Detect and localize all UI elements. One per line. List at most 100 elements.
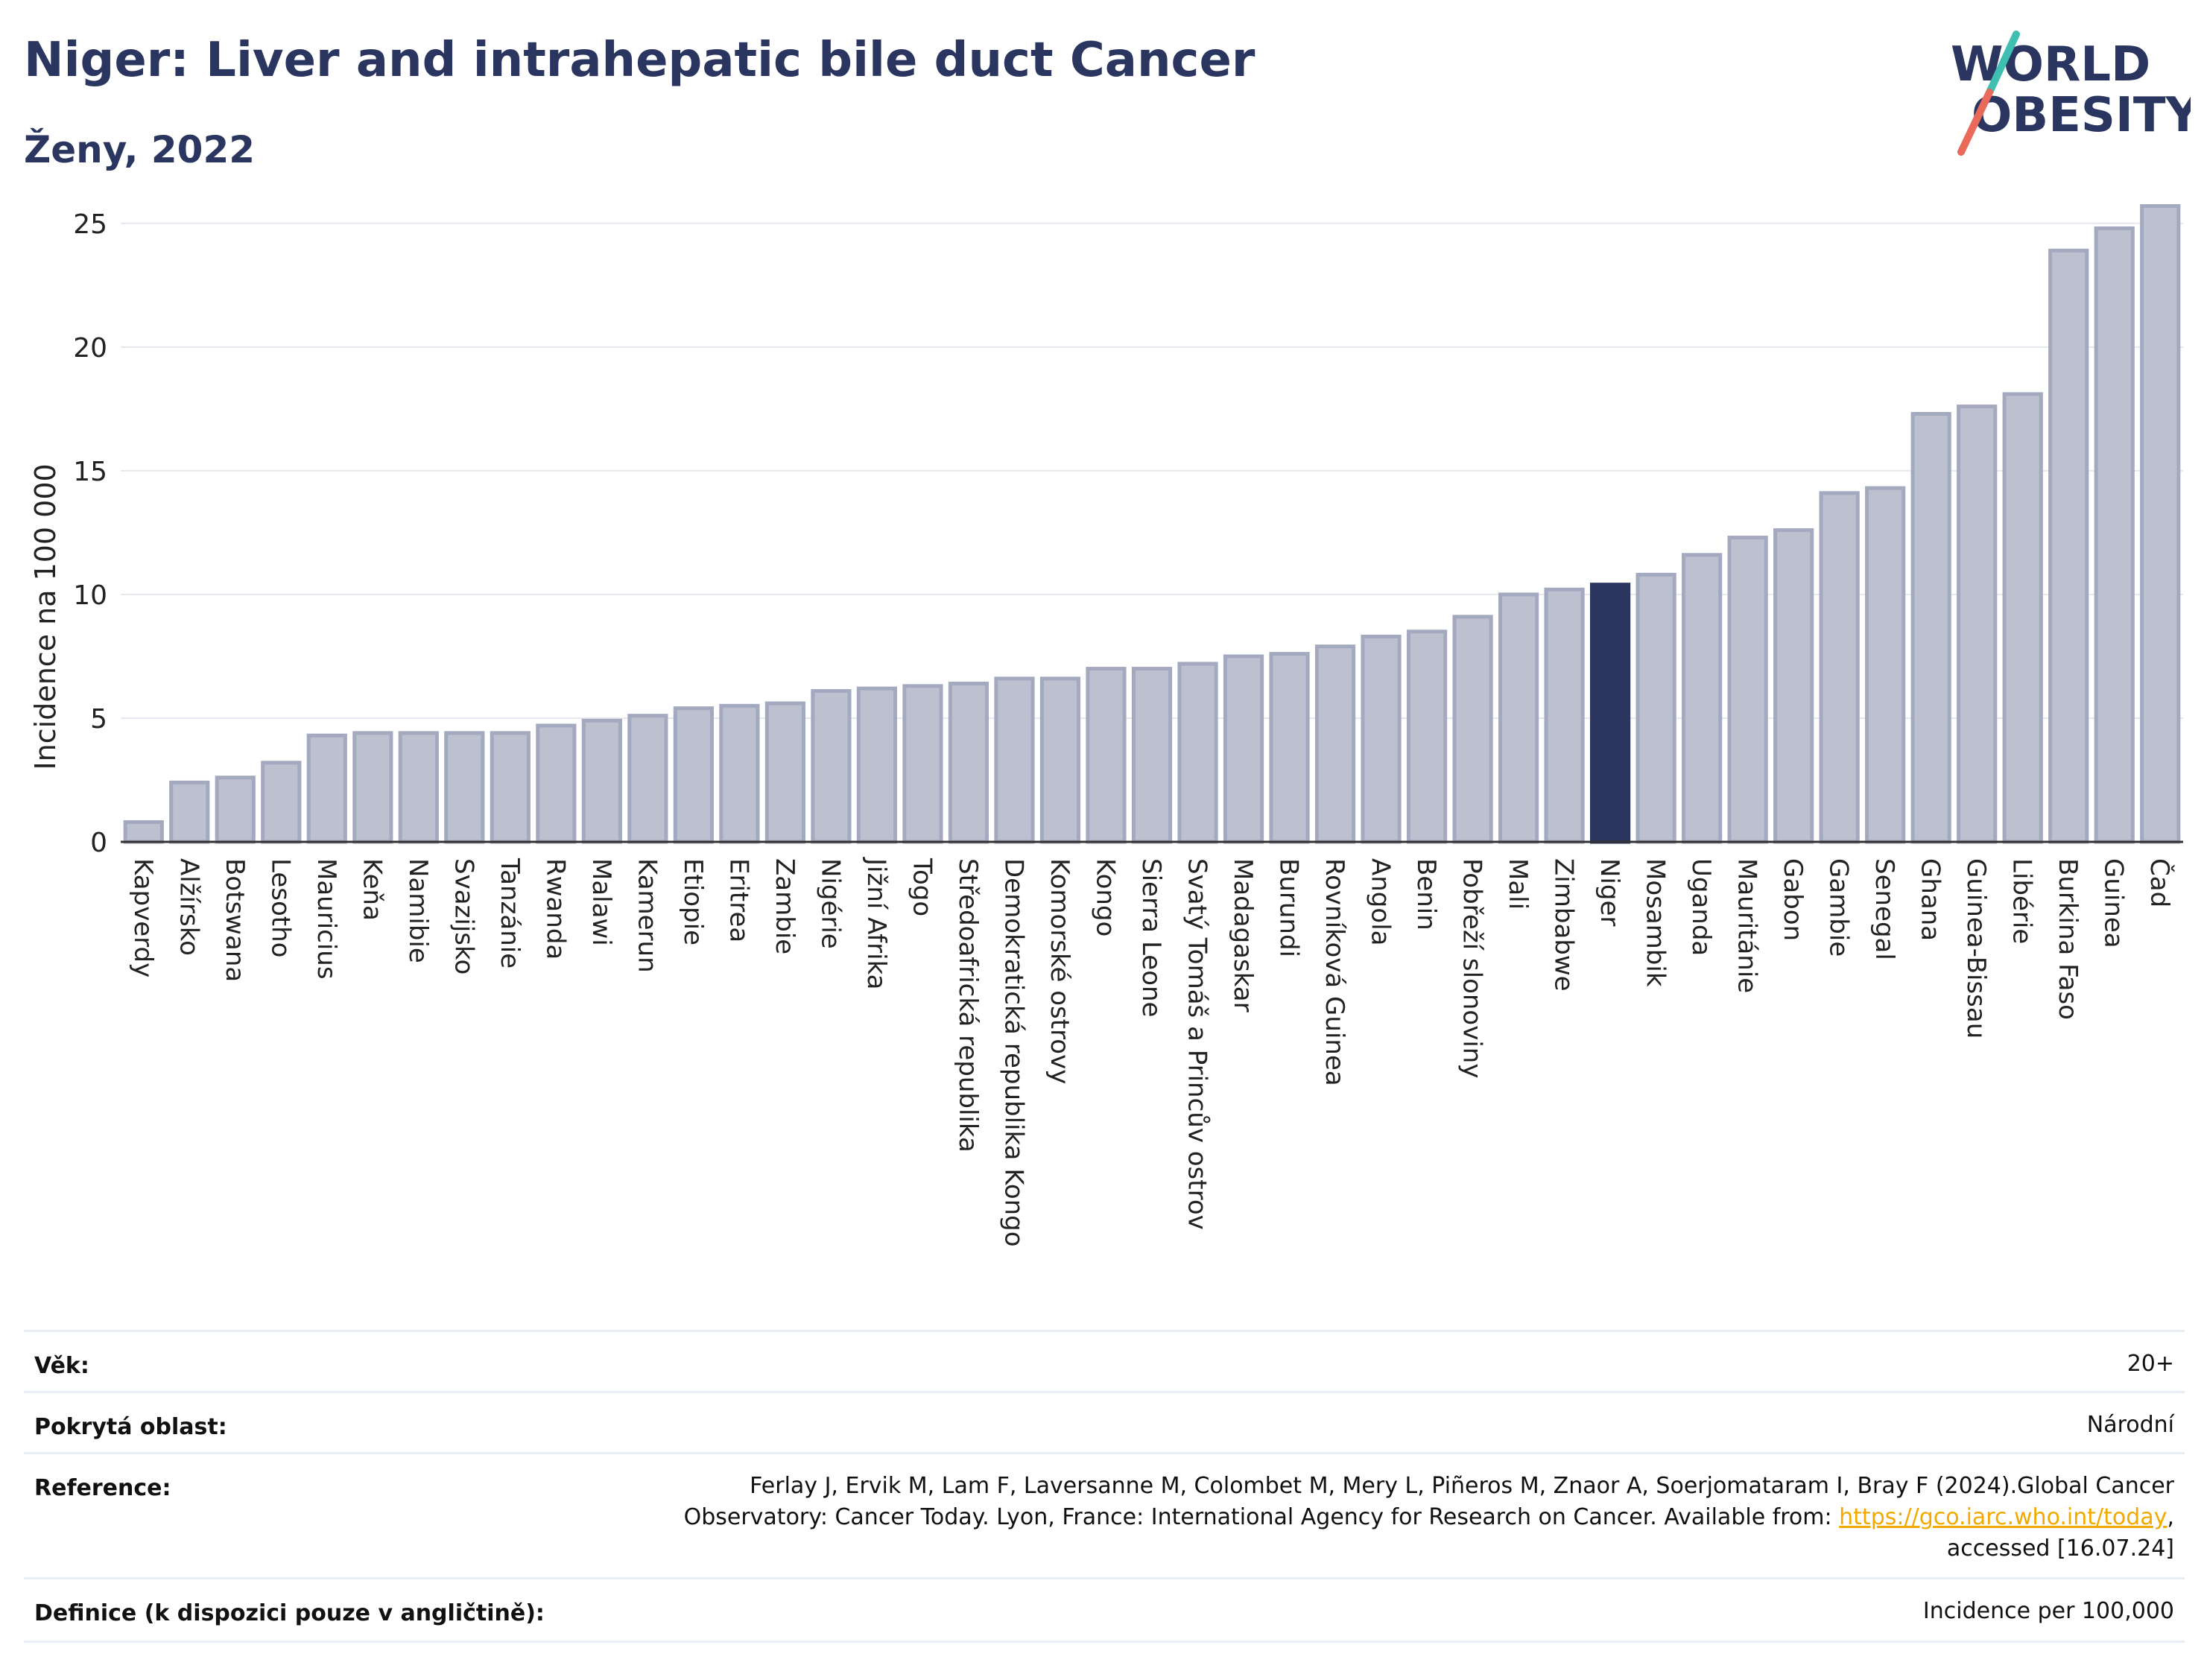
reference-line-2: Observatory: Cancer Today. Lyon, France:…	[683, 1504, 2174, 1530]
info-label-definition: Definice (k dispozici pouze v angličtině…	[34, 1600, 545, 1626]
bar-26	[1314, 644, 1356, 844]
bar-15	[811, 688, 852, 844]
bar-20	[1039, 676, 1081, 844]
x-tick-label: Eritrea	[723, 858, 753, 942]
bar-30	[1498, 592, 1539, 844]
x-tick-label: Zimbabwe	[1549, 858, 1579, 992]
bar-34	[1682, 553, 1723, 844]
x-tick-label: Rovníková Guinea	[1320, 858, 1349, 1086]
bar-chart: 0 5 10 15 20 25 Kapverdy Alžírsko Botswana Lesot…	[29, 204, 2183, 1247]
chart-subtitle: Ženy, 2022	[24, 128, 256, 171]
bar-36	[1773, 528, 1814, 844]
x-tick-label: Lesotho	[265, 858, 295, 957]
info-value-area: Národní	[2086, 1412, 2174, 1438]
x-tick-label: Etiopie	[678, 858, 708, 945]
bar-35	[1727, 536, 1768, 844]
reference-line-1: Ferlay J, Ervik M, Lam F, Laversanne M, …	[750, 1473, 2174, 1499]
bar-12	[673, 706, 714, 844]
info-label-reference: Reference:	[34, 1475, 171, 1501]
bar-7	[444, 731, 485, 844]
bar-38	[1865, 486, 1906, 844]
y-tick-label: 15	[73, 457, 107, 487]
bar-0	[123, 820, 164, 844]
x-tick-label: Burundi	[1274, 858, 1304, 957]
x-tick-label: Botswana	[220, 858, 250, 982]
info-row-area: Pokrytá oblast: Národní	[24, 1391, 2185, 1454]
y-tick-label: 5	[90, 704, 107, 735]
x-tick-label: Malawi	[586, 858, 616, 946]
bar-43	[2094, 226, 2135, 844]
info-label-age: Věk:	[34, 1353, 89, 1379]
x-tick-label: Tanzánie	[495, 858, 525, 969]
reference-line-3: accessed [16.07.24]	[1946, 1535, 2174, 1562]
bar-25	[1269, 652, 1310, 844]
logo-line1: WORLD	[1951, 37, 2150, 92]
bar-11	[627, 714, 668, 844]
info-value-definition: Incidence per 100,000	[1922, 1598, 2174, 1624]
bar-39	[1910, 412, 1951, 844]
bar-24	[1223, 654, 1264, 844]
bar-23	[1177, 662, 1218, 844]
world-obesity-logo: WORLD OBESITY	[1951, 31, 2191, 156]
x-tick-label: Kamerun	[632, 858, 662, 973]
x-tick-label: Libérie	[2007, 858, 2037, 944]
x-tick-label: Guinea	[2099, 858, 2129, 948]
bar-21	[1086, 667, 1127, 844]
y-tick-label: 0	[90, 828, 107, 858]
bar-6	[398, 731, 439, 844]
y-tick-label: 25	[73, 209, 107, 240]
bar-40	[1957, 405, 1998, 844]
x-tick-label: Jižní Afrika	[861, 857, 891, 990]
x-tick-label: Namibie	[403, 858, 433, 963]
x-tick-label: Komorské ostrovy	[1045, 858, 1074, 1084]
bar-19	[994, 676, 1035, 844]
chart-title: Niger: Liver and intrahepatic bile duct …	[24, 33, 1255, 88]
bar-1	[169, 780, 210, 844]
bar-32	[1590, 583, 1631, 844]
bar-2	[215, 776, 256, 844]
x-tick-label: Mauricius	[311, 858, 341, 980]
bar-17	[902, 684, 943, 844]
bar-37	[1819, 491, 1860, 844]
x-tick-label: Mali	[1503, 858, 1533, 910]
x-tick-label: Senegal	[1869, 858, 1899, 960]
x-tick-label: Keňa	[357, 858, 387, 921]
bar-31	[1544, 587, 1585, 844]
x-tick-label: Gabon	[1778, 858, 1808, 941]
bar-42	[2048, 248, 2089, 844]
bar-13	[719, 703, 760, 844]
x-tick-label: Čad	[2144, 858, 2175, 907]
logo-line2: OBESITY	[1972, 88, 2191, 143]
x-tick-label: Togo	[907, 858, 937, 916]
x-tick-label: Svazijsko	[449, 858, 478, 974]
bar-44	[2140, 204, 2181, 844]
x-tick-label: Alžírsko	[174, 858, 203, 956]
x-tick-label: Burkina Faso	[2053, 858, 2083, 1020]
bar-9	[536, 723, 577, 844]
x-tick-label: Angola	[1366, 858, 1396, 945]
bar-3	[261, 761, 302, 844]
x-tick-label: Madagaskar	[1228, 858, 1258, 1012]
info-row-definition: Definice (k dispozici pouze v angličtině…	[24, 1577, 2185, 1643]
x-tick-label: Sierra Leone	[1136, 858, 1166, 1017]
x-tick-label: Středoafrická republika	[953, 858, 983, 1153]
info-value-age: 20+	[2127, 1351, 2174, 1377]
x-tick-label: Zambie	[770, 858, 799, 954]
x-tick-label: Mosambik	[1641, 858, 1671, 987]
x-tick-label: Ghana	[1916, 858, 1945, 941]
x-tick-label: Mauritánie	[1732, 858, 1762, 993]
x-tick-label: Kapverdy	[128, 858, 158, 977]
bar-29	[1452, 615, 1493, 844]
reference-link[interactable]: https://gco.iarc.who.int/today	[1839, 1504, 2167, 1530]
info-row-age: Věk: 20+	[24, 1330, 2185, 1393]
y-tick-label: 20	[73, 333, 107, 364]
x-tick-label: Guinea-Bissau	[1961, 858, 1991, 1039]
x-tick-label: Demokratická republika Kongo	[998, 858, 1028, 1247]
x-tick-label: Pobřeží slonoviny	[1457, 858, 1487, 1078]
info-value-reference: Ferlay J, Ervik M, Lam F, Laversanne M, …	[684, 1471, 2174, 1565]
x-tick-label: Benin	[1411, 858, 1441, 931]
x-tick-label: Niger	[1595, 858, 1624, 926]
bar-27	[1361, 634, 1402, 844]
info-row-reference: Reference: Ferlay J, Ervik M, Lam F, Lav…	[24, 1452, 2185, 1579]
bar-14	[764, 701, 806, 844]
